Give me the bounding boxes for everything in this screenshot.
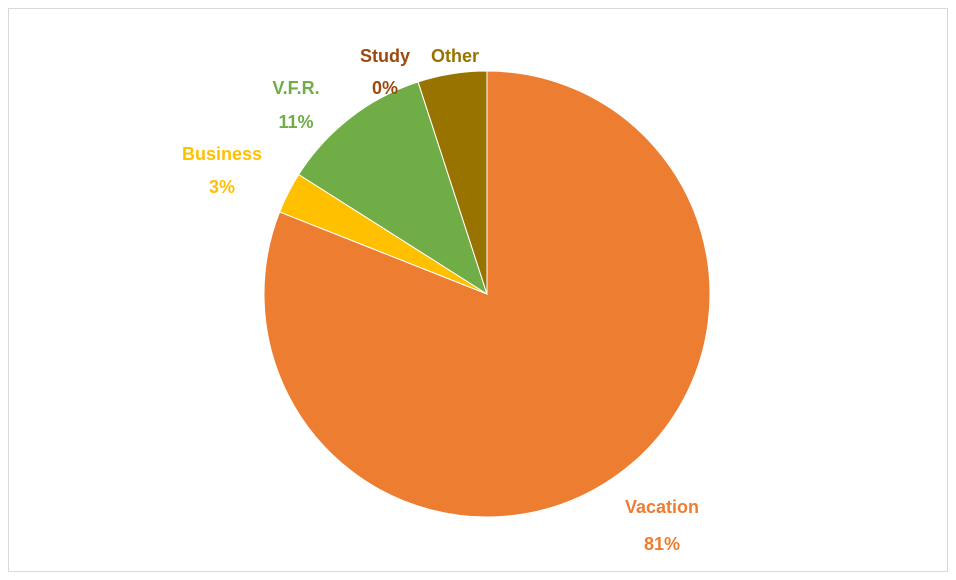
slice-label: Study: [360, 46, 410, 66]
slice-value-label: 11%: [278, 112, 313, 132]
slice-label: Other: [431, 46, 479, 66]
pie-slice: [298, 81, 488, 296]
slice-label: V.F.R.: [272, 78, 319, 98]
slice-value-label: 5%: [442, 78, 468, 98]
slice-value-label: 3%: [209, 177, 235, 197]
slice-value-label: 0%: [372, 78, 398, 98]
slice-value-label: 81%: [644, 534, 680, 554]
slice-label: Vacation: [625, 497, 699, 517]
pie-slice: [417, 70, 488, 295]
slice-label: Business: [182, 144, 262, 164]
